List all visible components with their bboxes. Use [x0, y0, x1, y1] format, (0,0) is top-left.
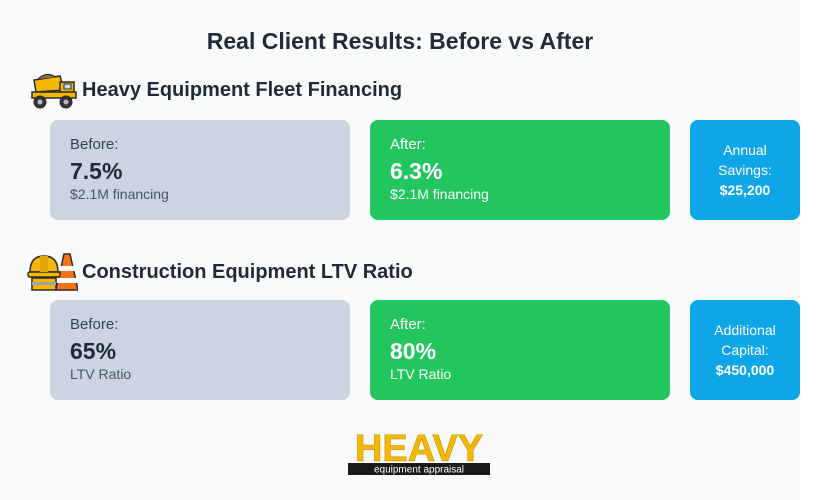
dump-truck-icon [31, 73, 77, 109]
after-value: 6.3% [390, 158, 443, 184]
annual-savings-card: Annual Savings: $25,200 [690, 120, 800, 220]
after-note: LTV Ratio [390, 366, 452, 382]
logo-tagline: equipment appraisal [374, 465, 464, 476]
hard-hat-cone-icon [27, 253, 78, 291]
before-card: Before: 7.5% $2.1M financing [50, 120, 350, 220]
after-label: After: [390, 136, 426, 153]
before-note: LTV Ratio [70, 366, 132, 382]
before-value: 65% [70, 338, 117, 364]
after-card: After: 80% LTV Ratio [370, 300, 670, 400]
summary-label-line1: Additional [714, 322, 776, 338]
before-label: Before: [70, 316, 119, 333]
summary-label-line2: Savings: [718, 162, 772, 178]
before-value: 7.5% [70, 158, 123, 184]
after-card: After: 6.3% $2.1M financing [370, 120, 670, 220]
section-title: Construction Equipment LTV Ratio [82, 260, 413, 283]
content-panel [0, 0, 800, 500]
section-title: Heavy Equipment Fleet Financing [82, 78, 403, 101]
section-ltv-ratio-header: Construction Equipment LTV Ratio [26, 250, 413, 294]
summary-label-line1: Annual [723, 142, 767, 158]
before-card: Before: 65% LTV Ratio [50, 300, 350, 400]
heavy-equipment-appraisal-logo: HEAVY equipment appraisal [348, 428, 490, 476]
additional-capital-card: Additional Capital: $450,000 [690, 300, 800, 400]
before-note: $2.1M financing [70, 186, 169, 202]
summary-value: $450,000 [715, 362, 775, 378]
section-fleet-financing-header: Heavy Equipment Fleet Financing [26, 68, 402, 112]
page-title: Real Client Results: Before vs After [206, 28, 594, 54]
before-label: Before: [70, 136, 119, 153]
after-note: $2.1M financing [390, 186, 489, 202]
summary-value: $25,200 [719, 182, 771, 198]
after-value: 80% [390, 338, 437, 364]
after-label: After: [390, 316, 426, 333]
summary-label-line2: Capital: [721, 342, 769, 358]
